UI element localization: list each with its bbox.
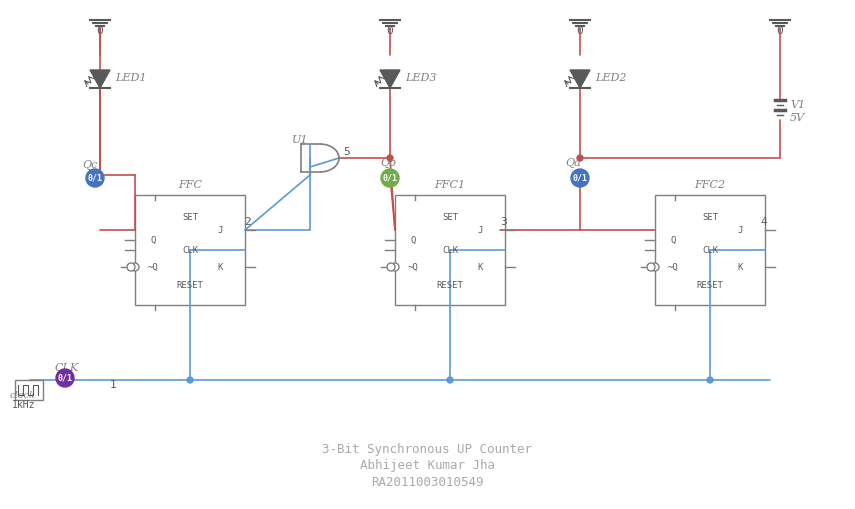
Text: 0/1: 0/1 <box>573 174 587 183</box>
Text: RESET: RESET <box>177 280 203 290</box>
Circle shape <box>577 155 583 161</box>
Text: LED1: LED1 <box>115 73 146 83</box>
Text: K: K <box>477 263 483 271</box>
Text: SET: SET <box>182 212 198 221</box>
Text: 2: 2 <box>244 217 251 227</box>
Circle shape <box>651 263 659 271</box>
Text: CLK: CLK <box>182 245 198 254</box>
FancyBboxPatch shape <box>655 195 765 305</box>
Text: V1: V1 <box>790 100 805 110</box>
Text: Q: Q <box>410 236 416 244</box>
Text: 0: 0 <box>386 26 392 36</box>
Circle shape <box>647 263 655 271</box>
FancyBboxPatch shape <box>395 195 505 305</box>
FancyBboxPatch shape <box>135 195 245 305</box>
Text: Q: Q <box>150 236 156 244</box>
Text: ~Q: ~Q <box>668 263 678 271</box>
Circle shape <box>391 263 399 271</box>
Text: CLK: CLK <box>442 245 458 254</box>
Text: 4: 4 <box>760 217 767 227</box>
Text: clock: clock <box>10 390 36 400</box>
Text: J: J <box>737 225 743 235</box>
Circle shape <box>86 169 104 187</box>
Circle shape <box>387 155 393 161</box>
Circle shape <box>571 169 589 187</box>
Circle shape <box>56 369 74 387</box>
Text: U1: U1 <box>292 135 309 145</box>
Text: CLK: CLK <box>702 245 718 254</box>
Text: Qc: Qc <box>82 160 97 170</box>
Circle shape <box>447 377 453 383</box>
Circle shape <box>131 263 139 271</box>
Text: 5V: 5V <box>790 113 805 123</box>
Text: J: J <box>217 225 222 235</box>
Circle shape <box>387 263 395 271</box>
Text: 5: 5 <box>343 147 350 157</box>
Text: 0: 0 <box>776 26 782 36</box>
Text: RA2011003010549: RA2011003010549 <box>371 475 483 489</box>
Text: K: K <box>737 263 743 271</box>
Text: LED3: LED3 <box>405 73 437 83</box>
Text: K: K <box>217 263 222 271</box>
Text: 0/1: 0/1 <box>87 174 103 183</box>
Text: ~Q: ~Q <box>408 263 418 271</box>
Text: Qa: Qa <box>565 158 581 168</box>
Circle shape <box>381 169 399 187</box>
Text: 0: 0 <box>576 26 583 36</box>
Text: Qb: Qb <box>380 158 396 168</box>
Text: FFC1: FFC1 <box>434 180 466 190</box>
Polygon shape <box>380 70 400 88</box>
Circle shape <box>707 377 713 383</box>
Text: RESET: RESET <box>697 280 723 290</box>
Text: 0: 0 <box>96 26 103 36</box>
Circle shape <box>187 377 193 383</box>
Text: Q: Q <box>670 236 675 244</box>
Text: LED2: LED2 <box>595 73 627 83</box>
Text: FFC2: FFC2 <box>694 180 726 190</box>
Text: 1: 1 <box>110 380 117 390</box>
Text: CLK: CLK <box>55 363 80 373</box>
Text: 1kHz: 1kHz <box>12 400 36 410</box>
Circle shape <box>127 263 135 271</box>
Bar <box>15 380 43 400</box>
Text: 3: 3 <box>500 217 507 227</box>
Polygon shape <box>90 70 110 88</box>
Polygon shape <box>570 70 590 88</box>
Text: Abhijeet Kumar Jha: Abhijeet Kumar Jha <box>359 460 494 472</box>
Text: 0/1: 0/1 <box>57 374 73 382</box>
Text: RESET: RESET <box>437 280 463 290</box>
Text: ~Q: ~Q <box>148 263 158 271</box>
Text: 3-Bit Synchronous UP Counter: 3-Bit Synchronous UP Counter <box>322 443 532 457</box>
Text: SET: SET <box>702 212 718 221</box>
Text: J: J <box>477 225 483 235</box>
Text: FFC: FFC <box>178 180 202 190</box>
Text: SET: SET <box>442 212 458 221</box>
Text: 0/1: 0/1 <box>382 174 398 183</box>
